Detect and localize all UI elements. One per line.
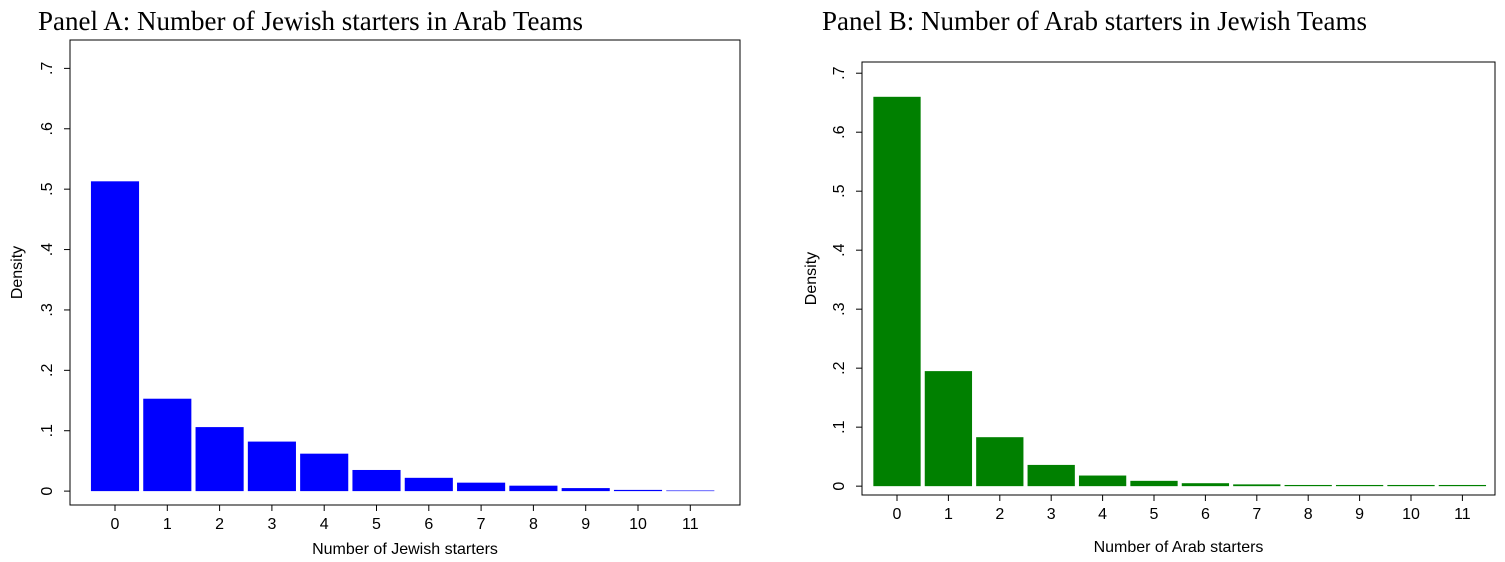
y-tick-label: .1 <box>831 420 848 433</box>
x-tick-label: 3 <box>1047 506 1056 523</box>
y-tick-label: .3 <box>39 303 56 316</box>
bar <box>976 437 1024 487</box>
bar <box>561 488 610 492</box>
y-tick-label: .2 <box>39 364 56 377</box>
y-tick-label: 0 <box>831 482 848 491</box>
x-tick-label: 1 <box>163 516 172 533</box>
bar <box>1078 475 1127 487</box>
x-tick-label: 1 <box>944 506 953 523</box>
x-tick-label: 10 <box>1402 506 1420 523</box>
x-tick-label: 11 <box>682 516 699 533</box>
bar <box>1181 483 1230 487</box>
x-tick-label: 7 <box>477 516 486 533</box>
x-tick-label: 5 <box>372 516 381 533</box>
x-tick-label: 6 <box>1201 506 1210 523</box>
x-tick-label: 3 <box>267 516 276 533</box>
bar <box>300 453 349 492</box>
bar <box>666 490 715 492</box>
y-axis-label: Density <box>9 246 26 299</box>
y-tick-label: .5 <box>831 184 848 197</box>
x-tick-label: 0 <box>111 516 120 533</box>
x-tick-label: 5 <box>1150 506 1159 523</box>
x-tick-label: 6 <box>424 516 433 533</box>
x-tick-label: 4 <box>320 516 329 533</box>
bar <box>509 485 558 492</box>
y-tick-label: .1 <box>39 424 56 437</box>
x-tick-label: 7 <box>1252 506 1261 523</box>
bar <box>90 181 140 492</box>
bar <box>1233 484 1281 487</box>
bar <box>143 398 192 492</box>
bar <box>404 477 453 492</box>
x-tick-label: 4 <box>1098 506 1107 523</box>
y-tick-label: .7 <box>39 62 56 75</box>
bar <box>352 469 401 492</box>
y-tick-label: .7 <box>831 66 848 79</box>
x-tick-label: 2 <box>215 516 224 533</box>
y-axis-label: Density <box>803 252 820 305</box>
x-tick-label: 8 <box>1304 506 1313 523</box>
x-tick-label: 10 <box>629 516 647 533</box>
x-tick-label: 8 <box>529 516 538 533</box>
x-tick-label: 9 <box>581 516 590 533</box>
chart-title: Panel B: Number of Arab starters in Jewi… <box>822 6 1367 36</box>
y-tick-label: .6 <box>831 125 848 138</box>
bar <box>613 489 663 492</box>
x-axis-label: Number of Jewish starters <box>312 541 498 558</box>
x-axis-label: Number of Arab starters <box>1094 539 1264 556</box>
y-tick-label: .3 <box>831 302 848 315</box>
x-tick-label: 2 <box>995 506 1004 523</box>
y-tick-label: .5 <box>39 182 56 195</box>
y-tick-label: .6 <box>39 122 56 135</box>
x-tick-label: 11 <box>1454 506 1471 523</box>
bar <box>924 371 973 487</box>
bar <box>1438 484 1487 487</box>
y-tick-label: .4 <box>831 243 848 256</box>
bar <box>1027 464 1075 487</box>
bar <box>195 427 244 492</box>
y-tick-label: .2 <box>831 361 848 374</box>
bar <box>1335 484 1384 487</box>
bar <box>1387 484 1435 487</box>
bar <box>457 482 506 492</box>
y-tick-label: 0 <box>39 487 56 496</box>
x-tick-label: 9 <box>1355 506 1364 523</box>
bar <box>873 96 921 487</box>
bar <box>247 441 296 492</box>
y-tick-label: .4 <box>39 243 56 256</box>
bar <box>1130 480 1178 487</box>
chart-title: Panel A: Number of Jewish starters in Ar… <box>38 6 583 36</box>
x-tick-label: 0 <box>893 506 902 523</box>
bar <box>1284 484 1332 487</box>
